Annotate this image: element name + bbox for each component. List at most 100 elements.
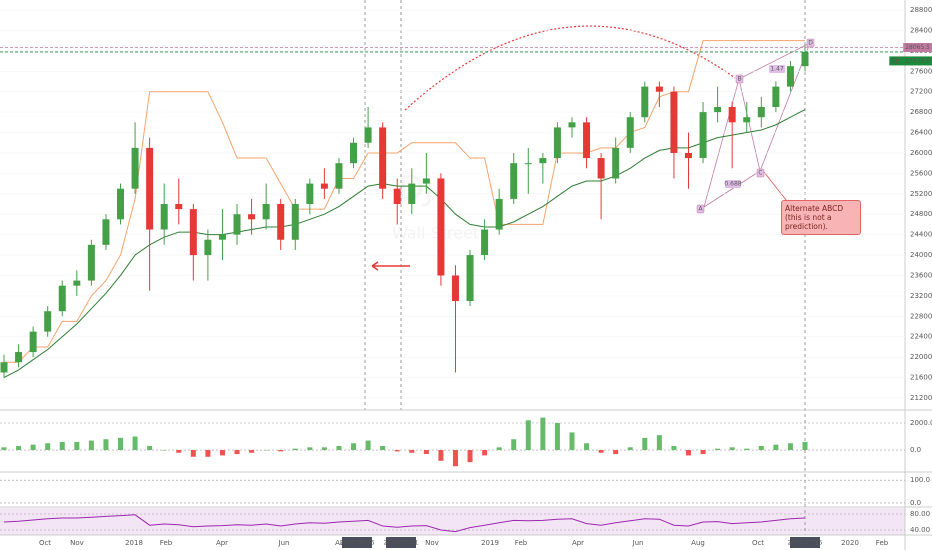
candle-body <box>728 107 736 123</box>
candle-body <box>291 204 299 240</box>
candle-body <box>757 107 765 118</box>
candle-body <box>29 331 37 353</box>
x-tick-label: Apr <box>216 539 228 547</box>
histogram-bar <box>729 447 735 451</box>
y-tick-label: 0.0 <box>910 446 921 454</box>
y-tick-label: 27600.0 <box>910 67 932 75</box>
histogram-bar <box>584 443 590 451</box>
point-label-bg <box>735 74 744 84</box>
point-label: B <box>737 76 741 83</box>
histogram-bar <box>380 445 386 451</box>
candle-body <box>626 117 634 148</box>
histogram-bar <box>787 443 793 451</box>
y-tick-label: 40.00 <box>910 526 930 534</box>
histogram-bar <box>685 450 691 456</box>
watermark: Wall Street <box>392 224 479 243</box>
histogram-bar <box>205 450 211 457</box>
arrow <box>371 261 410 271</box>
candle-body <box>772 86 780 108</box>
histogram-bar <box>525 420 531 451</box>
y-tick-label: 25600.0 <box>910 169 932 177</box>
candle-body <box>364 127 372 143</box>
histogram-bar <box>292 448 298 451</box>
histogram-bar <box>496 447 502 451</box>
point-label: C <box>758 170 762 177</box>
histogram-bar <box>321 447 327 451</box>
histogram-bar <box>74 441 80 451</box>
candle-body <box>714 107 722 113</box>
y-tick-label: 27200.0 <box>910 88 932 96</box>
histogram-bar <box>642 437 648 451</box>
y-tick-label: 21200.0 <box>910 394 932 402</box>
y-tick-label: 23200.0 <box>910 292 932 300</box>
histogram-bar <box>234 450 240 455</box>
x-tick-label: Nov <box>70 539 84 547</box>
candle-body <box>73 280 81 286</box>
x-tick-label: 2020 <box>841 539 859 547</box>
candle-body <box>422 178 430 184</box>
indicator-line <box>3 109 806 379</box>
histogram-bar <box>569 432 575 451</box>
histogram-bar <box>190 450 196 457</box>
histogram-bar <box>802 441 808 451</box>
ratio-label-bg <box>769 65 785 73</box>
x-tick-label: 2018 <box>125 539 143 547</box>
histogram-bar <box>540 417 546 451</box>
histogram-bar <box>394 450 400 452</box>
x-tick-highlight <box>790 537 820 548</box>
histogram-bar <box>103 439 109 451</box>
histogram-bar <box>613 450 619 455</box>
candle-body <box>0 362 8 373</box>
histogram-bar <box>118 437 124 451</box>
candle-body <box>539 158 547 164</box>
candle-body <box>553 127 561 159</box>
histogram-bar <box>671 445 677 451</box>
ratio-label: 0.688 <box>724 181 741 188</box>
callout: Alternate ABCD (this is not a prediction… <box>781 200 861 235</box>
point-label: D <box>808 40 813 47</box>
candle-body <box>568 122 576 128</box>
histogram-bar <box>482 450 488 456</box>
projection-arc <box>404 25 736 111</box>
candle-body <box>175 204 183 210</box>
histogram-bar <box>715 448 721 451</box>
watermark: DJI <box>398 169 444 209</box>
price-label: DJI · 27979.0 <box>891 57 930 64</box>
x-tick-label: Aug <box>691 539 705 547</box>
histogram-bar <box>336 445 342 451</box>
candle-body <box>451 275 459 302</box>
histogram-bar <box>176 450 182 453</box>
candle-body <box>641 86 649 118</box>
x-tick-label: Feb <box>160 539 173 547</box>
x-tick-label: Jun <box>632 539 644 547</box>
histogram-bar <box>438 450 444 461</box>
candle-body <box>612 147 620 179</box>
histogram-bar <box>249 450 255 453</box>
x-tick-label: Nov <box>425 539 439 547</box>
candle-body <box>117 188 125 220</box>
candle-body <box>131 147 139 189</box>
y-tick-label: 28800.0 <box>910 6 932 14</box>
candle-body <box>320 183 328 189</box>
candle-body <box>743 117 751 123</box>
candle-body <box>44 311 52 332</box>
x-tick-label: 2019 <box>481 539 499 547</box>
x-tick-label: 2018-08-26 <box>340 540 375 547</box>
candle-body <box>801 51 809 67</box>
candle-body <box>510 163 518 199</box>
candle-body <box>495 198 503 230</box>
candle-body <box>481 229 489 256</box>
candle-body <box>335 163 343 189</box>
y-tick-label: 24800.0 <box>910 210 932 218</box>
y-tick-label: 22800.0 <box>910 312 932 320</box>
histogram-bar <box>700 450 706 455</box>
y-tick-label: 2000.0 <box>910 419 932 427</box>
histogram-bar <box>88 440 94 451</box>
histogram-bar <box>351 443 357 451</box>
candle-body <box>189 209 197 256</box>
x-tick-label: Oct <box>752 539 764 547</box>
abcd-pattern <box>703 42 811 208</box>
y-tick-label: 22000.0 <box>910 353 932 361</box>
